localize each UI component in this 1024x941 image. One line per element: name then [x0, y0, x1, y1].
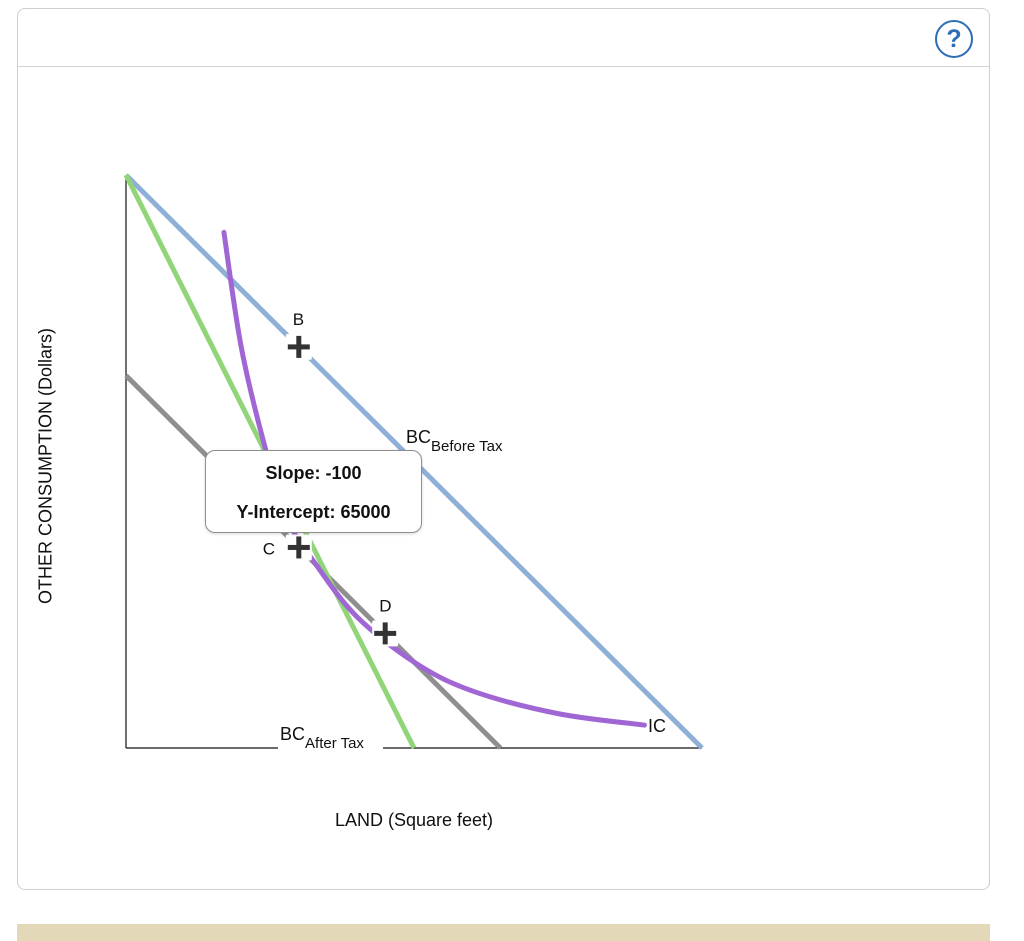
line-info-tooltip: Slope: -100 Y-Intercept: 65000: [205, 450, 422, 533]
point-c-cross-v: [296, 536, 302, 559]
point-label-c: C: [263, 539, 275, 558]
y-axis-label: OTHER CONSUMPTION (Dollars): [35, 327, 56, 605]
point-label-d: D: [379, 596, 391, 615]
point-c[interactable]: C: [263, 534, 312, 561]
graph-panel: ?: [17, 8, 990, 890]
panel-header: ?: [18, 9, 989, 67]
series-label-bc-before-tax: BCBefore Tax: [406, 427, 503, 455]
point-d-cross-v: [382, 622, 388, 645]
x-axis-label: LAND (Square feet): [334, 810, 494, 830]
series-label-bc-after-tax: BCAfter Tax: [280, 724, 364, 752]
tooltip-y-intercept: Y-Intercept: 65000: [236, 502, 391, 522]
series-label-ic: IC: [648, 716, 666, 736]
question-circle-icon: ?: [946, 25, 962, 53]
help-button[interactable]: ?: [935, 20, 973, 58]
point-d[interactable]: D: [372, 596, 399, 647]
point-b-cross-v: [296, 335, 302, 358]
after-tax-label-background: [278, 724, 383, 750]
tooltip-slope: Slope: -100: [265, 463, 362, 483]
series-ic: [221, 229, 647, 728]
point-b[interactable]: B: [285, 310, 312, 360]
point-label-b: B: [293, 310, 304, 329]
feedback-bar: [17, 924, 990, 941]
